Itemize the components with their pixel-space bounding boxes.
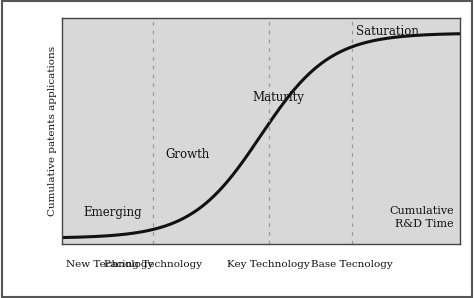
Text: Pacing Technology: Pacing Technology (104, 260, 202, 269)
Text: Base Tecnology: Base Tecnology (311, 260, 393, 269)
Y-axis label: Cumulative patents applications: Cumulative patents applications (48, 46, 57, 216)
Text: Cumulative
R&D Time: Cumulative R&D Time (389, 206, 454, 229)
Text: Emerging: Emerging (83, 207, 142, 219)
Text: Growth: Growth (165, 148, 210, 161)
Text: New Technology: New Technology (65, 260, 153, 269)
Text: Maturity: Maturity (253, 91, 305, 104)
Text: Key Technology: Key Technology (228, 260, 310, 269)
Text: Saturation: Saturation (356, 25, 419, 38)
